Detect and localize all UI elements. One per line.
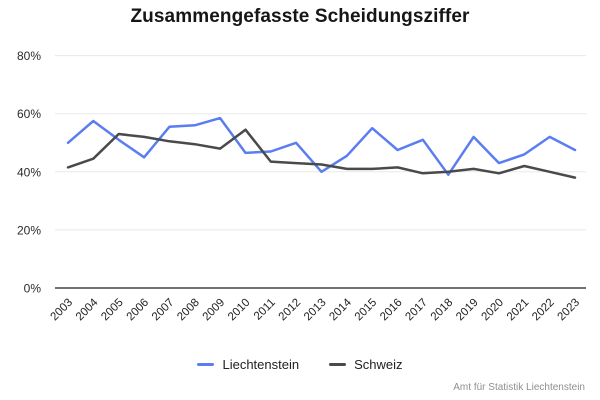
x-tick-label: 2010: [226, 297, 253, 324]
x-tick-label: 2014: [327, 296, 354, 323]
y-tick-label: 0%: [24, 282, 42, 296]
series-line-schweiz: [66, 128, 577, 179]
x-tick-label: 2021: [505, 297, 532, 324]
x-tick-label: 2019: [454, 297, 481, 324]
y-tick-label: 60%: [17, 107, 41, 121]
legend-swatch-schweiz: [329, 363, 347, 366]
x-tick-label: 2011: [252, 297, 278, 323]
x-tick-label: 2006: [125, 297, 152, 324]
legend-swatch-liechtenstein: [197, 363, 215, 366]
x-tick-label: 2016: [378, 297, 405, 324]
x-tick-label: 2007: [150, 297, 177, 324]
x-tick-label: 2005: [99, 297, 126, 324]
legend-item-schweiz[interactable]: Schweiz: [329, 357, 403, 372]
x-tick-label: 2004: [74, 296, 101, 323]
x-tick-label: 2022: [530, 297, 557, 324]
x-tick-label: 2009: [201, 297, 228, 324]
y-tick-label: 80%: [17, 49, 41, 63]
y-tick-label: 40%: [17, 165, 41, 179]
chart-legend: Liechtenstein Schweiz: [0, 357, 600, 372]
chart-title: Zusammengefasste Scheidungsziffer: [130, 6, 470, 27]
x-tick-label: 2013: [302, 297, 329, 324]
x-tick-label: 2003: [49, 297, 76, 324]
legend-item-liechtenstein[interactable]: Liechtenstein: [197, 357, 299, 372]
y-tick-label: 20%: [17, 223, 41, 237]
attribution-text: Amt für Statistik Liechtenstein: [453, 382, 585, 393]
x-tick-label: 2018: [429, 297, 456, 324]
x-tick-label: 2020: [479, 297, 506, 324]
x-tick-label: 2015: [353, 297, 380, 324]
series-line-liechtenstein: [66, 116, 577, 176]
x-tick-label: 2008: [175, 297, 202, 324]
legend-label-schweiz: Schweiz: [354, 357, 403, 372]
x-tick-label: 2012: [277, 297, 304, 324]
legend-label-liechtenstein: Liechtenstein: [222, 357, 300, 372]
x-tick-label: 2023: [556, 297, 583, 324]
x-tick-label: 2017: [403, 297, 430, 324]
